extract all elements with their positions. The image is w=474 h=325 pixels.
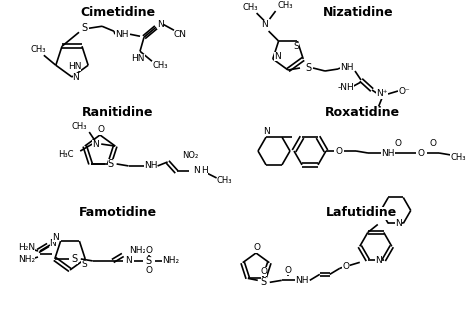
Text: N: N [73, 72, 79, 82]
Text: O: O [254, 243, 261, 253]
Text: CH₃: CH₃ [217, 176, 232, 186]
Text: N⁺: N⁺ [376, 89, 388, 98]
Text: N: N [375, 256, 382, 265]
Text: H₂N: H₂N [18, 243, 35, 253]
Text: S: S [261, 277, 267, 287]
Text: O: O [260, 267, 267, 276]
Text: N: N [395, 219, 401, 228]
Text: Lafutidine: Lafutidine [327, 206, 398, 219]
Text: Famotidine: Famotidine [79, 206, 157, 219]
Text: CN: CN [173, 30, 186, 39]
Text: S: S [146, 256, 152, 266]
Text: -NH: -NH [337, 84, 354, 93]
Text: N: N [50, 239, 56, 248]
Text: S: S [293, 42, 299, 51]
Text: S: S [305, 63, 311, 73]
Text: NH: NH [340, 62, 354, 72]
Text: O: O [98, 125, 104, 135]
Text: O: O [342, 262, 349, 271]
Text: Roxatidine: Roxatidine [324, 106, 400, 119]
Text: Ranitidine: Ranitidine [82, 106, 154, 119]
Text: S: S [81, 23, 87, 33]
Text: S: S [82, 260, 87, 269]
Text: NH₂: NH₂ [129, 246, 146, 255]
Text: HN: HN [131, 54, 145, 63]
Text: O⁻: O⁻ [398, 86, 410, 96]
Text: NH₂: NH₂ [18, 255, 35, 265]
Text: NH₂: NH₂ [162, 256, 179, 266]
Text: NO₂: NO₂ [182, 151, 199, 161]
Text: CH₃: CH₃ [30, 45, 46, 54]
Text: CH₃: CH₃ [278, 1, 293, 9]
Text: N: N [126, 256, 132, 266]
Text: N: N [156, 20, 164, 29]
Text: NH: NH [115, 30, 129, 39]
Text: O: O [373, 110, 380, 119]
Text: N: N [264, 127, 270, 136]
Text: CH₃: CH₃ [450, 152, 466, 162]
Text: Cimetidine: Cimetidine [81, 6, 155, 19]
Text: HN: HN [68, 62, 81, 71]
Text: N: N [274, 52, 281, 61]
Text: NH: NH [295, 276, 309, 285]
Text: O: O [336, 147, 343, 155]
Text: O: O [418, 149, 425, 158]
Text: O: O [394, 139, 401, 149]
Text: CH₃: CH₃ [243, 3, 258, 12]
Text: N: N [193, 166, 200, 176]
Text: Nizatidine: Nizatidine [323, 6, 393, 19]
Text: O: O [146, 266, 152, 276]
Text: H₃C: H₃C [58, 150, 73, 159]
Text: S: S [108, 159, 114, 169]
Text: NH: NH [144, 162, 157, 170]
Text: N: N [261, 20, 268, 29]
Text: CH₃: CH₃ [152, 61, 168, 70]
Text: N: N [52, 233, 59, 241]
Text: O: O [429, 139, 437, 149]
Text: O: O [284, 266, 291, 275]
Text: N: N [92, 139, 99, 149]
Text: H: H [201, 166, 209, 176]
Text: NH: NH [381, 149, 395, 158]
Text: S: S [72, 254, 78, 264]
Text: O: O [146, 246, 152, 255]
Text: CH₃: CH₃ [72, 122, 87, 131]
